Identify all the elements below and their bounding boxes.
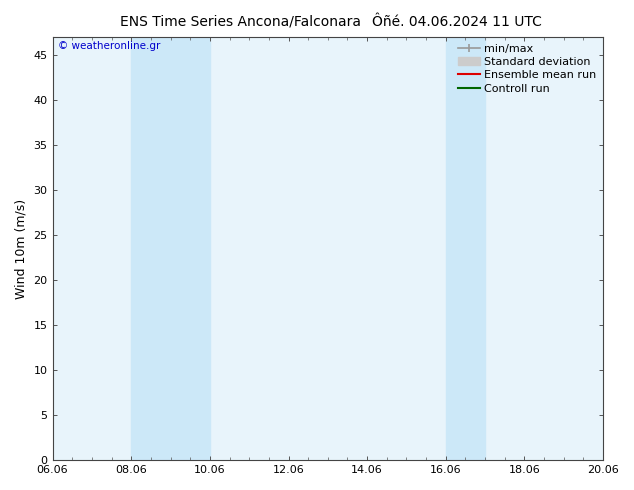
Text: ENS Time Series Ancona/Falconara: ENS Time Series Ancona/Falconara (120, 15, 361, 29)
Y-axis label: Wind 10m (m/s): Wind 10m (m/s) (15, 198, 28, 299)
Bar (446, 37, 485, 460)
Text: © weatheronline.gr: © weatheronline.gr (58, 41, 160, 51)
Bar (131, 37, 210, 460)
Text: Ôñé. 04.06.2024 11 UTC: Ôñé. 04.06.2024 11 UTC (372, 15, 541, 29)
Legend: min/max, Standard deviation, Ensemble mean run, Controll run: min/max, Standard deviation, Ensemble me… (453, 39, 601, 98)
